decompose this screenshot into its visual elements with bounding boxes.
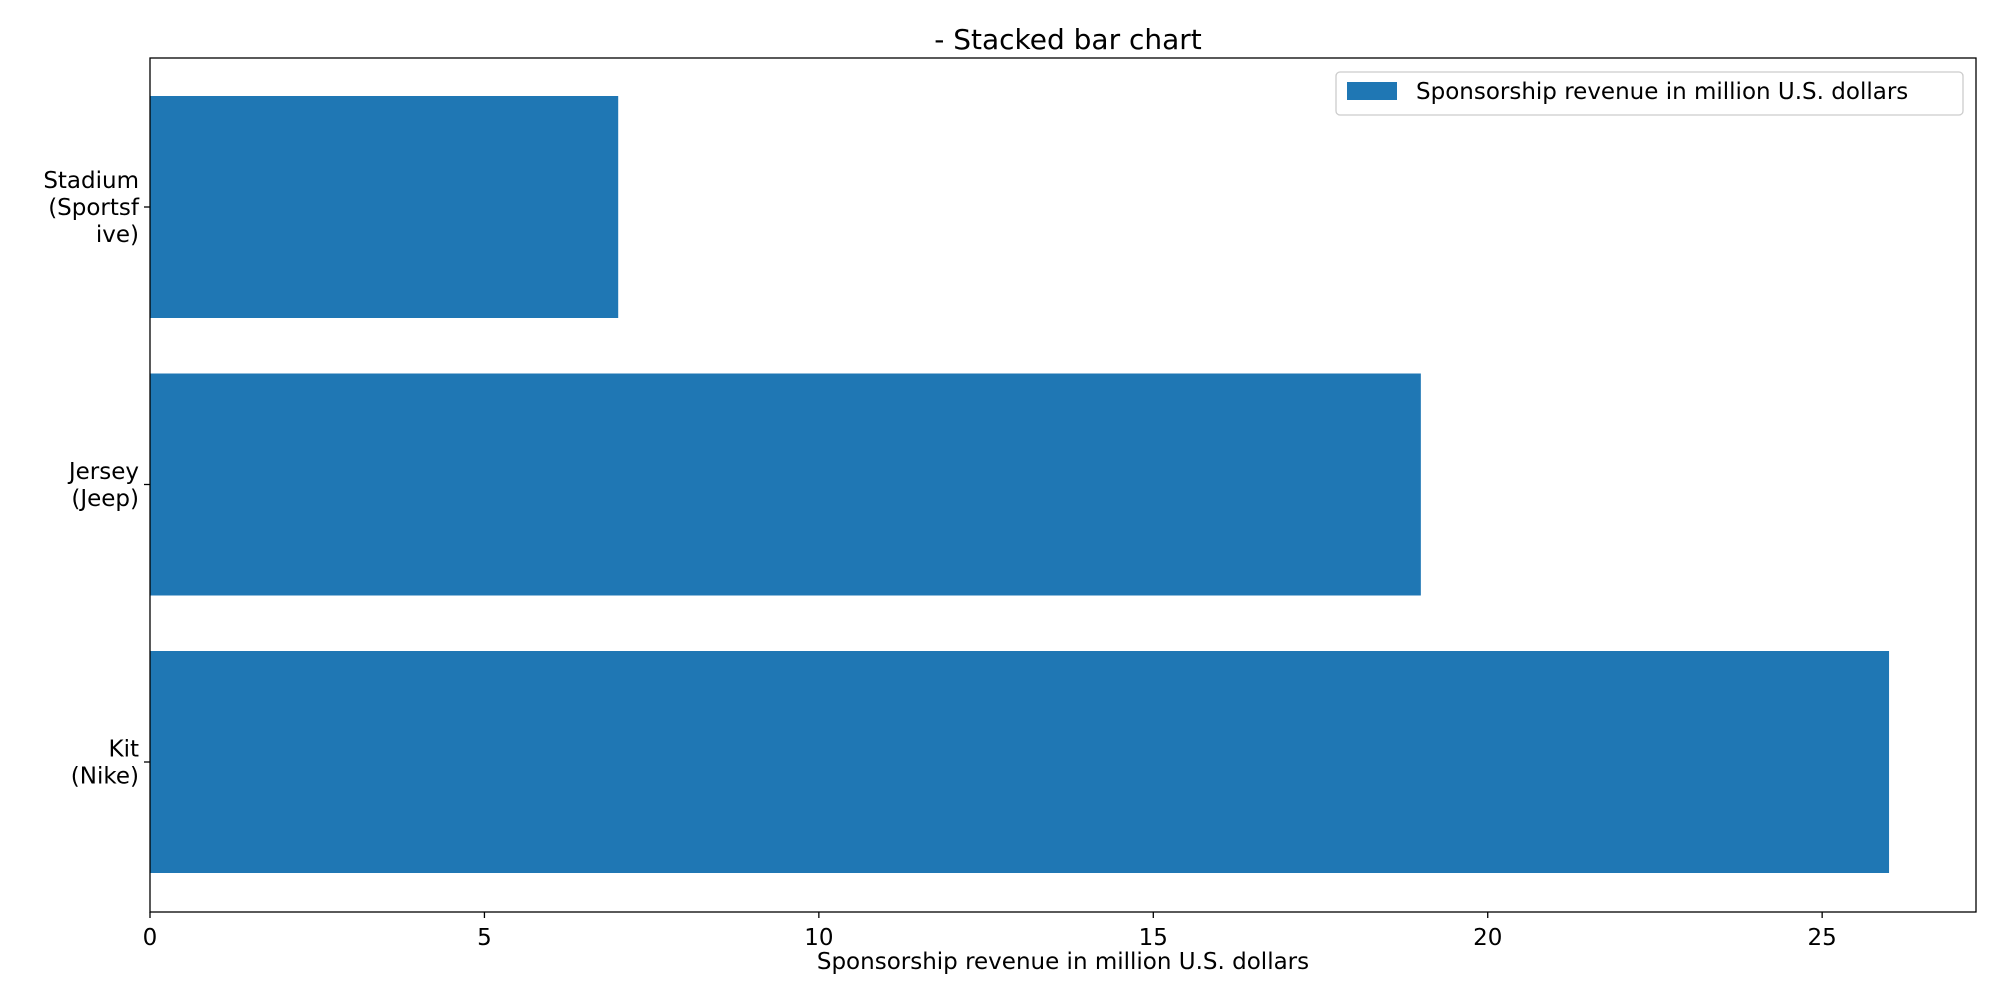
y-category-label-line: Kit bbox=[109, 737, 140, 763]
legend-swatch bbox=[1347, 82, 1397, 100]
x-tick-label: 10 bbox=[804, 925, 833, 951]
y-category-label-line: Jersey bbox=[67, 459, 139, 485]
x-axis-ticks: 0 5 10 15 20 25 bbox=[143, 912, 1837, 951]
y-category-label-line: Stadium bbox=[43, 168, 139, 194]
legend-frame bbox=[1335, 71, 1964, 116]
y-category-label: Kit (Nike) bbox=[71, 737, 139, 790]
x-tick-label: 0 bbox=[143, 925, 158, 951]
legend: Sponsorship revenue in million U.S. doll… bbox=[1335, 71, 1964, 116]
x-tick-label: 25 bbox=[1808, 925, 1837, 951]
bar bbox=[150, 96, 619, 318]
bars-group bbox=[150, 96, 1890, 873]
y-category-label-line: (Nike) bbox=[71, 764, 139, 790]
x-tick-label: 15 bbox=[1139, 925, 1168, 951]
bar bbox=[150, 651, 1890, 873]
y-category-label-line: (Jeep) bbox=[71, 486, 139, 512]
y-axis-categories: Stadium (Sportsf ive) Jersey (Jeep) Kit (Nike) bbox=[43, 168, 150, 790]
x-tick-label: 5 bbox=[477, 925, 492, 951]
x-axis-title: Sponsorship revenue in million U.S. doll… bbox=[817, 949, 1309, 975]
y-category-label: Jersey (Jeep) bbox=[67, 459, 139, 512]
y-category-label-line: ive) bbox=[96, 222, 139, 248]
y-category-label: Stadium (Sportsf ive) bbox=[43, 168, 140, 248]
bar bbox=[150, 373, 1421, 596]
x-tick-label: 20 bbox=[1473, 925, 1502, 951]
y-category-label-line: (Sportsf bbox=[48, 195, 140, 221]
chart-title: - Stacked bar chart bbox=[934, 23, 1202, 56]
legend-label: Sponsorship revenue in million U.S. doll… bbox=[1416, 79, 1908, 105]
